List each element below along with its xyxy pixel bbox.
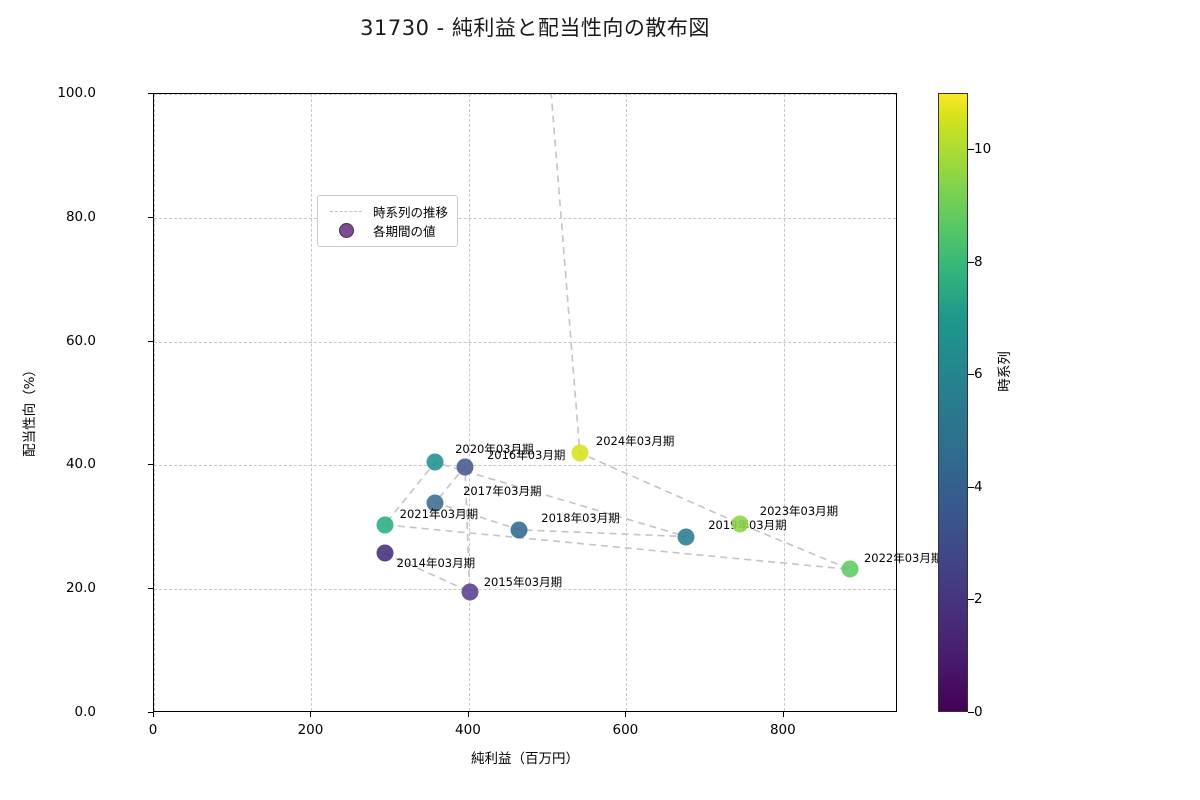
- colorbar-gradient: [938, 93, 968, 712]
- gridline-vertical: [311, 94, 313, 711]
- scatter-point[interactable]: [376, 516, 394, 534]
- scatter-point[interactable]: [571, 444, 589, 462]
- legend-dash-swatch: [325, 211, 367, 212]
- scatter-point[interactable]: [426, 453, 444, 471]
- gridline-horizontal: [154, 94, 896, 95]
- colorbar-tick-mark: [968, 149, 974, 151]
- gridline-vertical: [626, 94, 628, 711]
- point-label: 2023年03月期: [759, 503, 839, 518]
- timeseries-path: [154, 94, 898, 713]
- colorbar-tick-mark: [968, 712, 974, 713]
- gridline-horizontal: [154, 589, 896, 591]
- y-tick-label: 0.0: [74, 704, 96, 720]
- gridline-horizontal: [154, 217, 896, 219]
- colorbar-tick-label: 0: [974, 704, 983, 720]
- y-tick-label: 100.0: [57, 85, 96, 101]
- gridline-vertical: [783, 94, 785, 711]
- colorbar-tick-label: 2: [974, 591, 983, 608]
- colorbar-label: 時系列: [997, 351, 1013, 392]
- point-label: 2021年03月期: [399, 506, 479, 521]
- point-label: 2017年03月期: [463, 483, 542, 498]
- x-tick-mark: [467, 712, 469, 717]
- gridline-horizontal: [154, 341, 896, 343]
- colorbar-tick-mark: [968, 486, 974, 488]
- colorbar-tick-label: 6: [974, 366, 983, 383]
- scatter-point[interactable]: [731, 515, 749, 533]
- point-label: 2018年03月期: [541, 510, 620, 525]
- legend-line-label: 時系列の推移: [373, 205, 449, 220]
- y-tick-label: 80.0: [65, 208, 96, 225]
- point-label: 2015年03月期: [483, 574, 563, 589]
- x-tick-label: 0: [148, 722, 158, 738]
- x-tick-mark: [625, 712, 627, 717]
- point-label: 2016年03月期: [486, 447, 566, 462]
- x-tick-mark: [310, 712, 312, 717]
- x-tick-mark: [782, 712, 784, 717]
- gridline-vertical: [154, 94, 155, 711]
- colorbar-tick-mark: [968, 261, 974, 263]
- scatter-point[interactable]: [841, 560, 859, 578]
- colorbar: 0 2 4 6 8 10: [938, 93, 991, 720]
- colorbar-tick-label: 8: [974, 253, 983, 270]
- scatter-point[interactable]: [456, 458, 474, 476]
- colorbar-tick-label: 4: [974, 478, 983, 495]
- scatter-point[interactable]: [510, 521, 528, 539]
- x-tick-label: 800: [769, 722, 796, 738]
- point-label: 2020年03月期: [455, 442, 534, 457]
- y-axis-label: 配当性向（%）: [22, 363, 38, 457]
- y-tick-mark: [148, 588, 153, 590]
- scatter-point[interactable]: [677, 528, 695, 546]
- point-label: 2022年03月期: [863, 551, 943, 566]
- scatter-point[interactable]: [426, 494, 444, 512]
- legend-row-marker: 各期間の値: [325, 221, 448, 240]
- colorbar-tick-mark: [968, 374, 974, 376]
- colorbar-tick-label: 10: [974, 141, 992, 158]
- y-tick-label: 60.0: [65, 332, 96, 349]
- y-tick-mark: [148, 216, 153, 218]
- chart-title: 31730 - 純利益と配当性向の散布図: [360, 16, 710, 40]
- x-axis-label: 純利益（百万円）: [471, 751, 579, 767]
- y-tick-label: 20.0: [65, 580, 96, 597]
- y-tick-mark: [148, 93, 153, 94]
- scatter-point[interactable]: [376, 544, 394, 562]
- gridline-vertical: [468, 94, 470, 711]
- chart-legend: 時系列の推移 各期間の値: [317, 195, 459, 247]
- y-tick-mark: [148, 464, 153, 466]
- x-tick-label: 400: [455, 722, 481, 738]
- point-label: 2024年03月期: [595, 434, 675, 449]
- plot-area: 2014年03月期 2015年03月期 2016年03月期 2017年03月期 2018…: [153, 93, 942, 713]
- legend-dot-swatch: [325, 223, 367, 238]
- legend-marker-label: 各期間の値: [373, 224, 436, 239]
- x-tick-mark: [153, 712, 154, 717]
- x-tick-label: 200: [297, 722, 324, 738]
- gridline-horizontal: [154, 465, 896, 467]
- y-tick-label: 40.0: [65, 456, 96, 473]
- x-tick-label: 600: [612, 722, 639, 738]
- y-tick-mark: [148, 712, 153, 713]
- y-tick-mark: [148, 340, 153, 342]
- point-label: 2014年03月期: [396, 556, 476, 571]
- legend-row-line: 時系列の推移: [325, 202, 448, 221]
- scatter-point[interactable]: [461, 583, 479, 601]
- colorbar-tick-mark: [968, 599, 974, 601]
